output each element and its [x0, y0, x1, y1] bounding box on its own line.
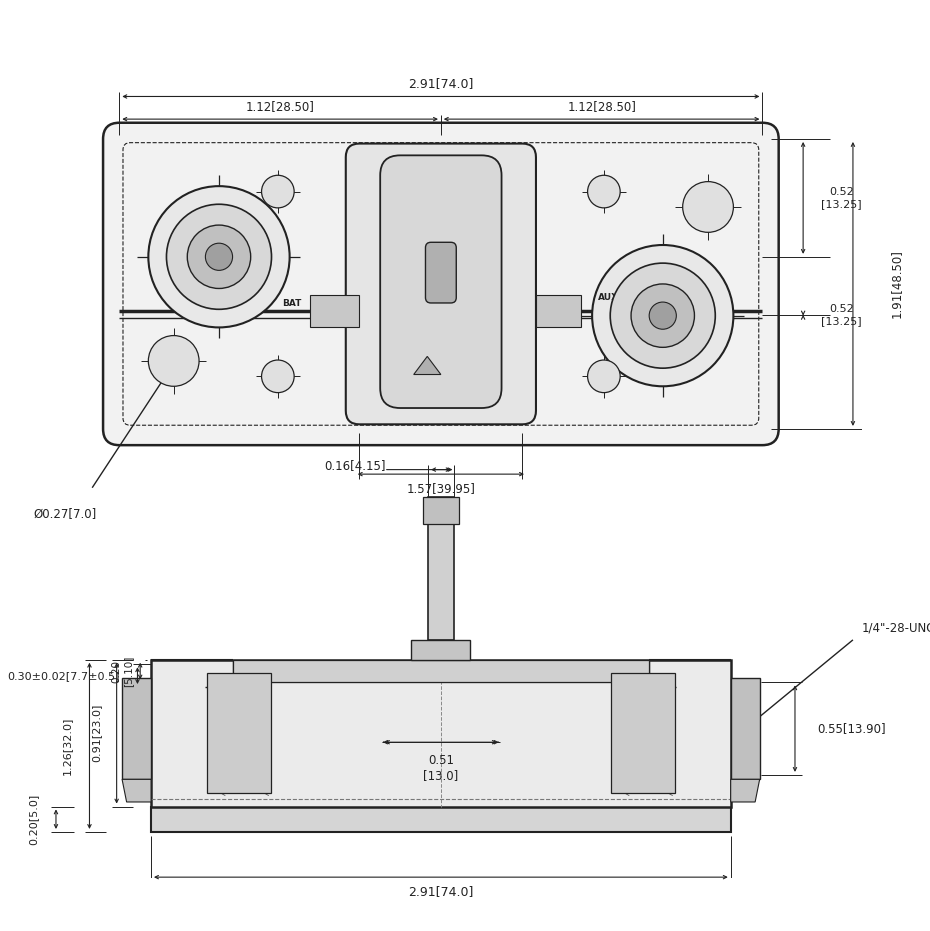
Circle shape — [588, 360, 620, 393]
Text: 1.57[39.95]: 1.57[39.95] — [406, 482, 475, 495]
Bar — [207, 673, 271, 793]
Bar — [310, 295, 359, 328]
Polygon shape — [122, 779, 151, 802]
Text: 1.12[28.50]: 1.12[28.50] — [246, 100, 314, 113]
Circle shape — [149, 186, 289, 328]
Circle shape — [149, 335, 199, 386]
Text: 1.91[48.50]: 1.91[48.50] — [890, 250, 903, 318]
Text: 0.52
[13.25]: 0.52 [13.25] — [821, 187, 861, 209]
FancyBboxPatch shape — [380, 155, 501, 408]
Bar — [232, 660, 649, 682]
Circle shape — [683, 182, 734, 233]
Text: 0.51
[13.0]: 0.51 [13.0] — [423, 753, 458, 781]
Bar — [611, 673, 674, 793]
Circle shape — [261, 360, 294, 393]
Bar — [536, 295, 581, 328]
Text: 2.91[74.0]: 2.91[74.0] — [408, 77, 473, 90]
Text: 0.91[23.0]: 0.91[23.0] — [92, 704, 101, 762]
Circle shape — [166, 204, 272, 309]
Bar — [151, 660, 731, 806]
Text: 0.20[5.0]: 0.20[5.0] — [28, 793, 38, 844]
Text: AUX: AUX — [598, 293, 619, 302]
Circle shape — [588, 175, 620, 208]
Circle shape — [261, 175, 294, 208]
Bar — [411, 640, 471, 660]
Bar — [731, 678, 760, 779]
Polygon shape — [731, 779, 760, 802]
Text: 1.26[32.0]: 1.26[32.0] — [61, 717, 72, 775]
Text: 0.30±0.02[7.7±0.5]: 0.30±0.02[7.7±0.5] — [7, 670, 119, 681]
FancyBboxPatch shape — [346, 143, 536, 425]
Text: 2.91[74.0]: 2.91[74.0] — [408, 885, 473, 898]
Circle shape — [592, 245, 734, 386]
FancyBboxPatch shape — [103, 123, 778, 445]
Text: 1.12[28.50]: 1.12[28.50] — [567, 100, 636, 113]
Text: Ø0.27[7.0]: Ø0.27[7.0] — [33, 506, 97, 519]
Text: 0.20
[5.10]: 0.20 [5.10] — [112, 655, 133, 687]
Bar — [122, 678, 151, 779]
Circle shape — [649, 302, 676, 330]
Polygon shape — [414, 357, 441, 374]
Text: 0.55[13.90]: 0.55[13.90] — [817, 722, 885, 735]
Bar — [151, 806, 731, 832]
Bar — [428, 497, 454, 640]
Circle shape — [206, 243, 232, 270]
FancyBboxPatch shape — [425, 242, 457, 303]
Text: 0.52
[13.25]: 0.52 [13.25] — [821, 304, 861, 326]
Circle shape — [610, 263, 715, 368]
Text: BAT: BAT — [282, 300, 301, 308]
Bar — [423, 497, 459, 524]
Circle shape — [631, 284, 695, 347]
Circle shape — [187, 225, 251, 289]
Text: 0.16[4.15]: 0.16[4.15] — [324, 459, 386, 472]
Text: 1/4"-28-UNC: 1/4"-28-UNC — [861, 622, 930, 635]
